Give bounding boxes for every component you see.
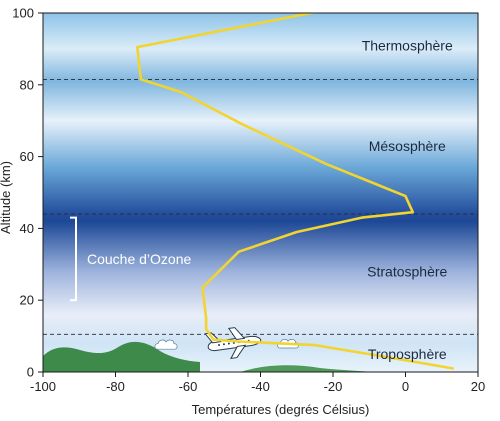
layer-labels: Thermosphère Mésosphère Stratosphère Tropos… [362, 37, 453, 362]
ozone-bracket [70, 216, 77, 302]
ozone-layer: Couche d’Ozone [70, 216, 192, 302]
y-axis-title: Altitude (km) [0, 161, 13, 234]
temperature-profile-line [136, 13, 454, 370]
x-axis-title: Températures (degrés Célsius) [192, 402, 370, 417]
cloud-icon [154, 339, 178, 350]
x-tick-label: -80 [106, 379, 125, 394]
y-tick-label: 100 [12, 6, 34, 21]
layer-label: Mésosphère [369, 138, 446, 154]
layer-label: Thermosphère [362, 37, 453, 53]
layer-boundaries [43, 78, 478, 335]
x-tick-label: -40 [251, 379, 270, 394]
series-layer [136, 13, 454, 370]
axes: -100 -80 -60 -40 -20 0 20 0 20 40 60 80 100 Températu… [0, 6, 485, 418]
x-tick-label: -20 [324, 379, 343, 394]
sky-background [43, 13, 478, 372]
y-tick-label: 40 [20, 221, 34, 236]
ozone-label: Couche d’Ozone [87, 251, 192, 267]
layer-label: Troposphère [368, 346, 447, 362]
x-tick-label: -100 [30, 379, 56, 394]
ground-hills [43, 341, 376, 372]
y-tick-label: 0 [27, 365, 34, 380]
y-tick-label: 20 [20, 293, 34, 308]
y-tick-label: 80 [20, 77, 34, 92]
x-tick-label: 0 [402, 379, 409, 394]
hill-right [240, 365, 376, 372]
layer-label: Stratosphère [367, 263, 447, 279]
x-tick-label: -60 [179, 379, 198, 394]
y-tick-label: 60 [20, 149, 34, 164]
hill-left [43, 341, 200, 372]
x-tick-label: 20 [471, 379, 485, 394]
